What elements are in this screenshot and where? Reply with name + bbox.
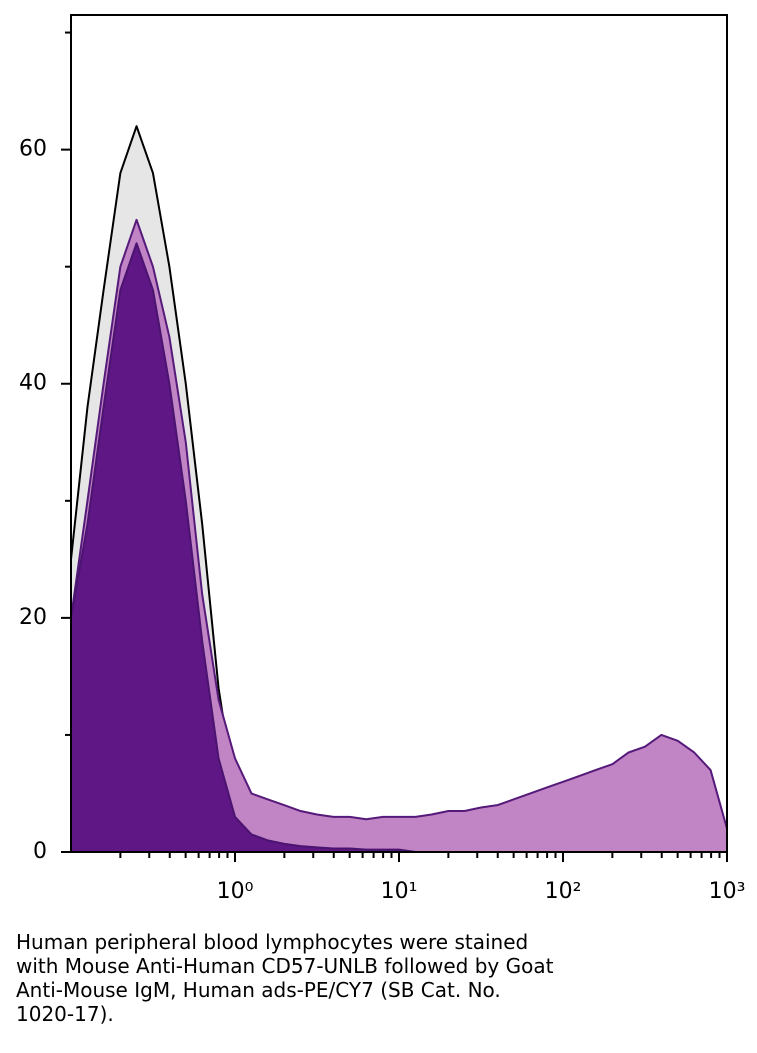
chart: 0 20 40 60 10⁰ 10¹ 10² 10³ (19, 14, 746, 904)
y-tick-label: 20 (19, 605, 47, 630)
caption: Human peripheral blood lymphocytes were … (16, 930, 553, 1026)
y-tick-label: 40 (19, 371, 47, 396)
x-tick-label: 10¹ (381, 879, 418, 904)
caption-line: Anti-Mouse IgM, Human ads-PE/CY7 (SB Cat… (16, 978, 501, 1002)
x-tick-label: 10³ (709, 879, 746, 904)
caption-line: 1020-17). (16, 1002, 114, 1026)
x-tick-label: 10⁰ (217, 879, 254, 904)
y-tick-label: 60 (19, 137, 47, 162)
x-tick-label: 10² (545, 879, 582, 904)
y-tick-label: 0 (33, 839, 47, 864)
caption-line: with Mouse Anti-Human CD57-UNLB followed… (16, 954, 554, 978)
caption-line: Human peripheral blood lymphocytes were … (16, 930, 529, 954)
